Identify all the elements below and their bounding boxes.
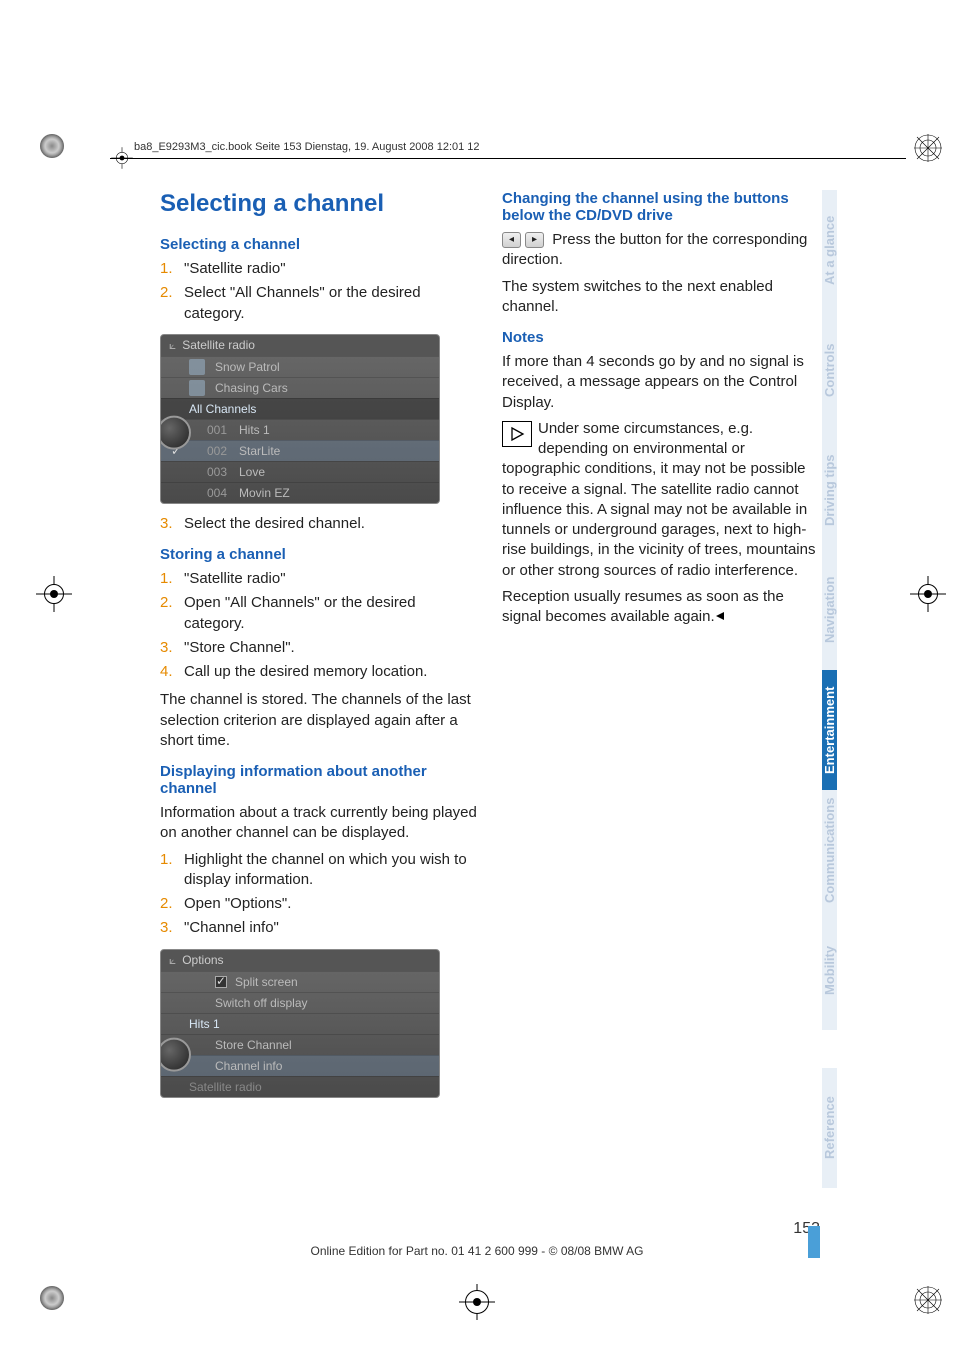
tab-entertainment[interactable]: Entertainment — [822, 670, 837, 790]
sec1-steps: 1."Satellite radio" 2.Select "All Channe… — [160, 259, 478, 324]
sec-notes-p2: Reception usually resumes as soon as the… — [502, 587, 820, 628]
page-number: 153 — [160, 1220, 820, 1238]
end-mark-icon — [715, 607, 725, 627]
step-text: "Channel info" — [184, 918, 279, 938]
screenshot-options: ⟀Options Split screen Switch off display… — [160, 949, 440, 1098]
shot1-item-selected: ✓002StarLite — [161, 440, 439, 461]
shot1-item: 003Love — [161, 461, 439, 482]
shot1-row: Chasing Cars — [161, 377, 439, 398]
step-num: 3. — [160, 514, 184, 534]
tab-mobility[interactable]: Mobility — [822, 910, 837, 1030]
tab-reference[interactable]: Reference — [822, 1068, 837, 1188]
step-text: Call up the desired memory location. — [184, 662, 427, 682]
shot2-title: ⟀Options — [161, 950, 439, 971]
step-text: "Satellite radio" — [184, 259, 286, 279]
step-num: 2. — [160, 894, 184, 914]
sec-changing-p2: The system switches to the next enabled … — [502, 277, 820, 318]
step-num: 3. — [160, 638, 184, 658]
sec-notes-title: Notes — [502, 329, 820, 346]
shot2-row: Store Channel — [161, 1034, 439, 1055]
tab-controls[interactable]: Controls — [822, 310, 837, 430]
tab-driving-tips[interactable]: Driving tips — [822, 430, 837, 550]
step-text: Highlight the channel on which you wish … — [184, 850, 478, 891]
shot2-row: Split screen — [161, 971, 439, 992]
antenna-icon: ⟀ — [169, 953, 176, 968]
step-num: 1. — [160, 259, 184, 279]
step-text: Select "All Channels" or the desired cat… — [184, 283, 478, 324]
shot2-row: Switch off display — [161, 992, 439, 1013]
shot1-item: 001Hits 1 — [161, 419, 439, 440]
footer: 153 — [160, 1220, 820, 1240]
footer-line: Online Edition for Part no. 01 41 2 600 … — [0, 1244, 954, 1258]
crop-star-tr — [914, 134, 942, 162]
tab-communications[interactable]: Communications — [822, 790, 837, 910]
shot2-row-dim: Satellite radio — [161, 1076, 439, 1097]
page-area: Selecting a channel Selecting a channel … — [160, 190, 820, 1220]
sec-storing-title: Storing a channel — [160, 546, 478, 563]
sec-selecting-title: Selecting a channel — [160, 236, 478, 253]
page-title: Selecting a channel — [160, 190, 478, 218]
bottom-crop-target — [463, 1288, 491, 1316]
tab-navigation[interactable]: Navigation — [822, 550, 837, 670]
sec-notes-p1: If more than 4 seconds go by and no sign… — [502, 352, 820, 413]
header-text: ba8_E9293M3_cic.book Seite 153 Dienstag,… — [134, 141, 480, 153]
sec-changing-title: Changing the channel using the buttons b… — [502, 190, 820, 224]
antenna-icon: ⟀ — [169, 338, 176, 353]
crop-circle-bl — [40, 1286, 64, 1310]
header-rule — [110, 158, 906, 159]
tab-at-a-glance[interactable]: At a glance — [822, 190, 837, 310]
next-button-icon: ▸ — [525, 232, 544, 248]
shot1-item: 004Movin EZ — [161, 482, 439, 503]
step-text: Open "All Channels" or the desired categ… — [184, 593, 478, 634]
step-num: 2. — [160, 283, 184, 324]
shot1-section: All Channels — [161, 398, 439, 419]
step-num: 4. — [160, 662, 184, 682]
sec1-steps-cont: 3.Select the desired channel. — [160, 514, 478, 534]
artist-icon — [189, 359, 205, 375]
step-num: 1. — [160, 569, 184, 589]
shot2-row-heading: Hits 1 — [161, 1013, 439, 1034]
sec-changing-p1: ◂▸ Press the button for the correspondin… — [502, 230, 820, 271]
shot1-title: ⟀Satellite radio — [161, 335, 439, 356]
crop-target-ml — [40, 580, 68, 608]
sec-info-title: Displaying information about another cha… — [160, 763, 478, 797]
right-column: Changing the channel using the buttons b… — [502, 190, 820, 1220]
screenshot-satellite-radio: ⟀Satellite radio Snow Patrol Chasing Car… — [160, 334, 440, 504]
step-text: "Satellite radio" — [184, 569, 286, 589]
sec-notes-note: Under some circumstances, e.g. depending… — [502, 419, 820, 581]
step-num: 1. — [160, 850, 184, 891]
crop-target-mr — [914, 580, 942, 608]
step-text: Select the desired channel. — [184, 514, 365, 534]
prev-button-icon: ◂ — [502, 232, 521, 248]
track-icon — [189, 380, 205, 396]
step-num: 2. — [160, 593, 184, 634]
crop-circle-tl — [40, 134, 64, 158]
sec3-intro: Information about a track currently bein… — [160, 803, 478, 844]
sec2-after: The channel is stored. The channels of t… — [160, 690, 478, 751]
step-text: Open "Options". — [184, 894, 291, 914]
crop-star-br — [914, 1286, 942, 1314]
checkbox-icon — [215, 976, 227, 988]
sec3-steps: 1.Highlight the channel on which you wis… — [160, 850, 478, 939]
step-text: "Store Channel". — [184, 638, 295, 658]
step-num: 3. — [160, 918, 184, 938]
shot2-row-selected: Channel info — [161, 1055, 439, 1076]
note-triangle-icon — [502, 421, 532, 447]
left-column: Selecting a channel Selecting a channel … — [160, 190, 478, 1220]
side-tabs: At a glance Controls Driving tips Naviga… — [822, 190, 906, 1188]
sec2-steps: 1."Satellite radio" 2.Open "All Channels… — [160, 569, 478, 682]
shot1-row: Snow Patrol — [161, 356, 439, 377]
